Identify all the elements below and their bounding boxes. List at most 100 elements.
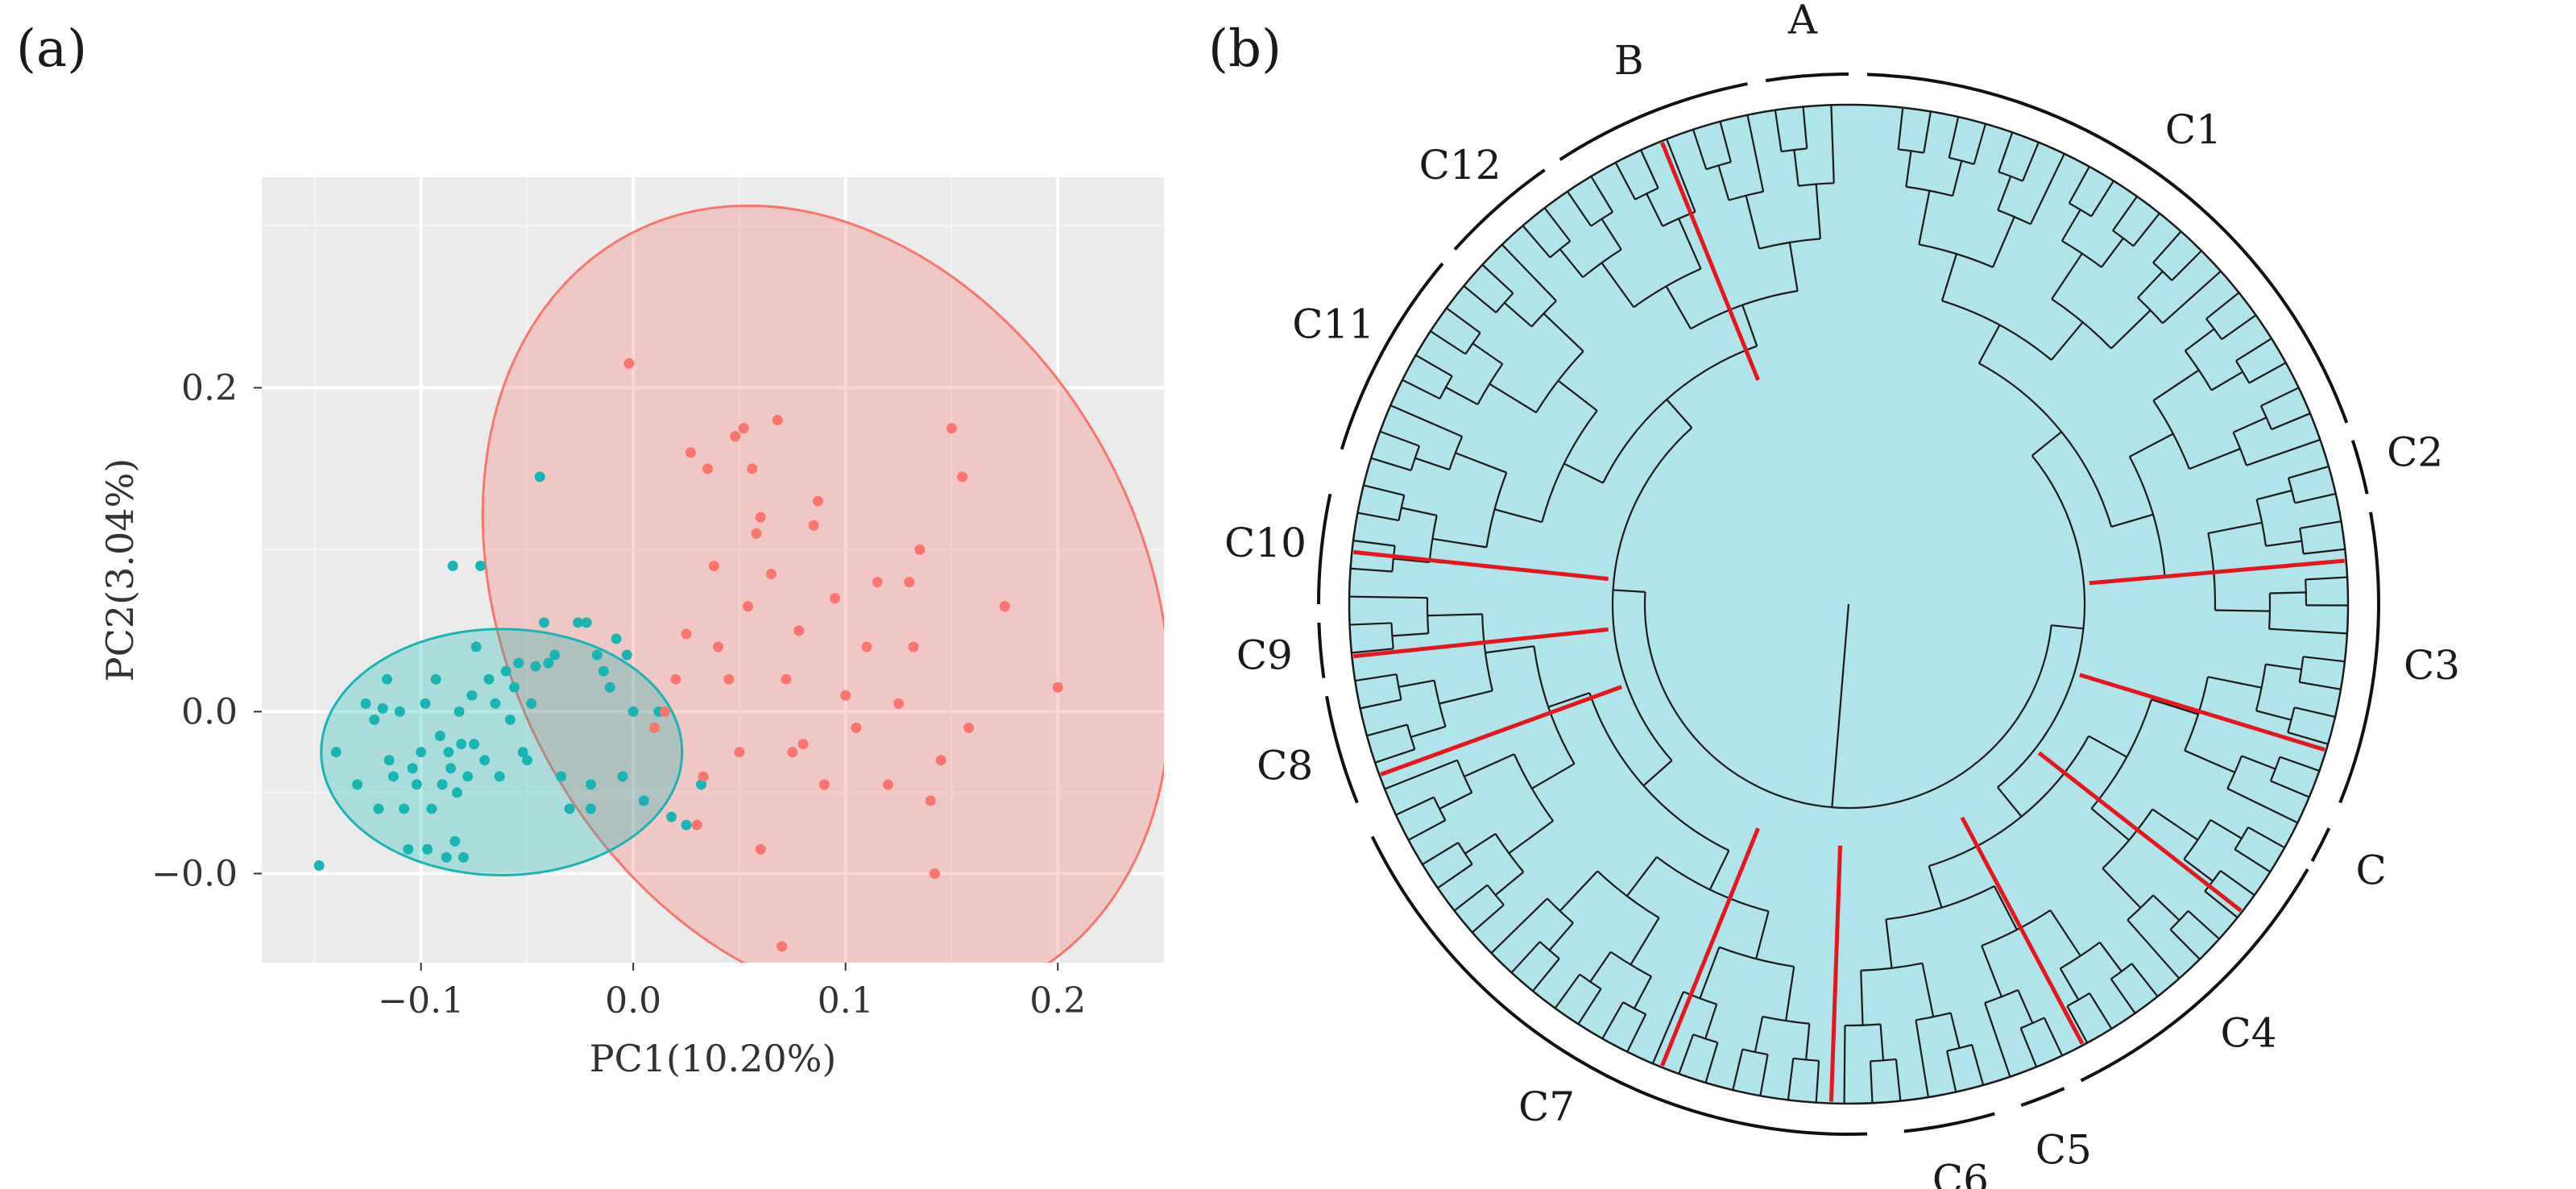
data-point-series-0 <box>422 843 433 855</box>
clade-label: A <box>1787 0 1818 43</box>
tree-branch <box>1997 176 2012 211</box>
tree-branch <box>2110 978 2136 1014</box>
tree-arc <box>2259 405 2272 430</box>
tree-branch <box>1543 313 1584 352</box>
tree-arc <box>1426 598 1430 634</box>
tree-arc <box>2234 826 2249 851</box>
highlighted-branch <box>1660 142 1760 381</box>
tree-branch <box>1395 796 1435 816</box>
tree-branch <box>1357 512 1399 522</box>
data-point-series-1 <box>734 747 745 758</box>
tree-branch <box>1363 484 1405 496</box>
tree-arc <box>1798 182 1834 187</box>
tree-arc <box>1406 724 1416 750</box>
tree-branch <box>1453 884 1489 912</box>
tree-branch <box>2219 870 2255 897</box>
tree-branch <box>1630 917 1660 966</box>
data-point-series-0 <box>591 649 603 661</box>
tree-branch <box>1374 748 1415 764</box>
data-point-series-0 <box>451 787 462 798</box>
tree-branch <box>1973 123 1987 165</box>
tree-arc <box>2110 963 2133 980</box>
tree-branch <box>2127 919 2180 980</box>
tree-arc <box>1588 692 1729 851</box>
data-point-series-0 <box>526 698 537 709</box>
tree-arc <box>1728 190 1764 201</box>
tree-arc <box>1485 472 1508 548</box>
data-point-series-0 <box>585 779 596 790</box>
tree-branch <box>2269 628 2347 635</box>
tree-arc <box>1845 1023 1881 1027</box>
data-point-series-0 <box>490 698 501 709</box>
data-point-series-0 <box>466 690 478 701</box>
tree-branch <box>1352 539 1395 547</box>
tree-branch <box>2059 967 2080 1000</box>
tree-branch <box>1805 1023 1811 1060</box>
data-point-series-1 <box>808 520 819 531</box>
tree-branch <box>1997 786 2023 818</box>
tree-arc <box>1610 951 1652 978</box>
tree-branch <box>1437 863 1473 889</box>
clade-arc <box>1325 695 1359 804</box>
data-point-series-1 <box>772 415 783 426</box>
tree-arc <box>1949 156 1975 165</box>
data-point-series-0 <box>445 763 457 774</box>
tree-arc <box>2051 298 2112 350</box>
data-point-series-0 <box>434 731 445 742</box>
tree-branch <box>2068 166 2090 204</box>
tree-branch <box>1905 151 1912 188</box>
data-point-series-0 <box>420 698 431 709</box>
tree-branch <box>2090 807 2130 841</box>
tree-branch <box>2226 787 2298 824</box>
data-point-series-0 <box>458 851 469 863</box>
tree-arc <box>2169 910 2189 930</box>
tree-branch <box>2110 513 2154 528</box>
tree-branch <box>2288 466 2330 479</box>
data-point-series-0 <box>500 665 511 677</box>
tree-branch <box>2049 909 2081 957</box>
clade-arc <box>1340 262 1444 450</box>
tree-branch <box>1389 404 1463 437</box>
tree-branch <box>1490 897 1548 954</box>
data-point-series-1 <box>851 723 862 734</box>
tree-arc <box>1781 147 1808 153</box>
highlighted-branch <box>1960 816 2085 1045</box>
data-point-series-0 <box>387 771 399 782</box>
tree-arc <box>1456 760 1473 793</box>
data-point-series-1 <box>738 423 749 434</box>
tree-branch <box>2265 663 2302 671</box>
tree-branch <box>1455 452 1507 474</box>
tree-branch <box>1464 753 1515 777</box>
tree-branch <box>1755 910 1770 959</box>
tree-arc <box>1634 187 1659 201</box>
tree-branch <box>1940 253 1957 301</box>
tree-branch <box>2303 656 2346 663</box>
clade-label: C4 <box>2220 1009 2276 1056</box>
tree-branch <box>1392 632 1429 637</box>
tree-arc <box>2204 870 2222 893</box>
data-point-series-1 <box>1021 1128 1031 1138</box>
tree-arc <box>2268 593 2272 629</box>
tree-arc <box>1481 614 1493 691</box>
tree-arc <box>1692 1034 1718 1044</box>
tree-branch <box>1510 941 1541 974</box>
tree-branch <box>1613 589 1646 593</box>
tree-arc <box>2069 202 2092 218</box>
tree-branch <box>2110 309 2151 350</box>
data-point-series-0 <box>352 779 363 790</box>
tree-branch <box>1554 973 1581 1009</box>
tree-branch <box>1601 218 1622 251</box>
tree-branch <box>2265 540 2302 547</box>
data-point-series-0 <box>617 771 628 782</box>
tree-branch <box>1745 195 1761 249</box>
data-point-series-0 <box>611 633 622 644</box>
tree-branch <box>1349 622 1392 626</box>
tree-branch <box>1379 430 1420 447</box>
data-point-series-0 <box>399 803 410 814</box>
tree-arc <box>1535 350 1584 413</box>
data-point-series-1 <box>929 868 940 879</box>
data-point-series-1 <box>670 673 681 685</box>
confidence-ellipse-0 <box>320 628 684 876</box>
tree-arc <box>1448 436 1464 470</box>
tree-branch <box>2017 989 2034 1024</box>
